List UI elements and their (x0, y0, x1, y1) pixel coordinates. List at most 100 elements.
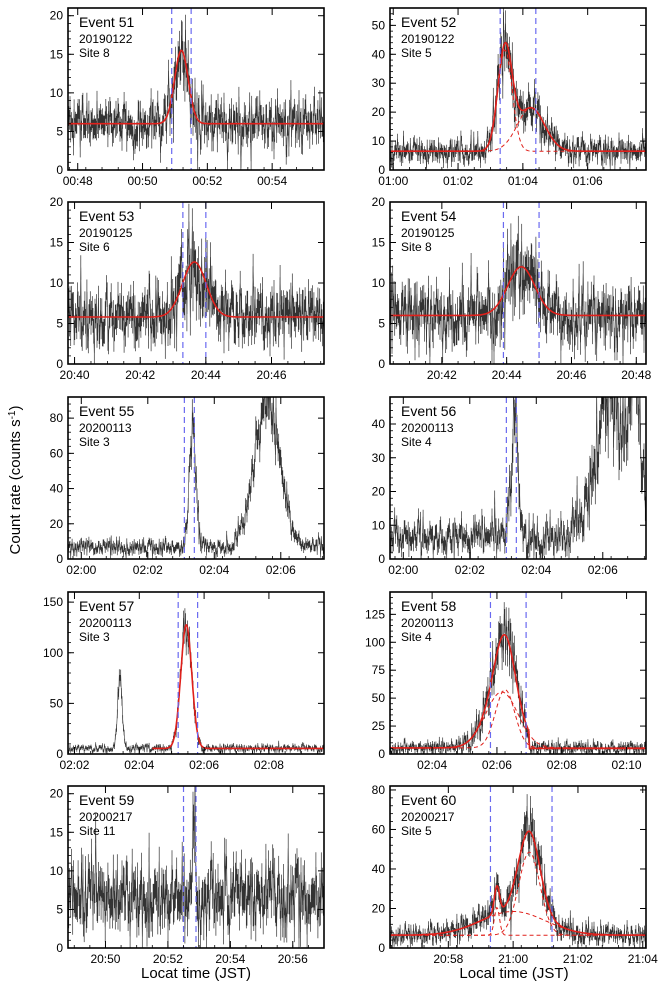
x-tick-label: 02:02 (59, 758, 89, 772)
x-tick-label: 20:58 (433, 952, 463, 966)
panel-event-60: 0 20 40 60 80 20:58 21:00 21:02 21:04 Event 60 202… (372, 783, 658, 966)
event-label: Event 56 (401, 403, 456, 419)
panel-event-52: 0 10 20 30 40 50 01:00 01:02 01:04 01:06 Event 52 2… (372, 7, 647, 188)
x-axis-title-right: Local time (JST) (459, 965, 568, 982)
panel-event-53: 0 5 10 15 20 20:40 20:42 20:44 20:46 Event 53 2019… (50, 195, 325, 382)
event-site: Site 6 (79, 240, 110, 254)
y-tick-label: 20 (50, 195, 64, 209)
y-tick-label: 0 (56, 941, 63, 955)
x-tick-label: 20:42 (427, 368, 457, 382)
panel-event-58: 0 25 50 75 100 125 02:04 02:06 02:08 02:10 Event 5… (365, 591, 647, 772)
y-tick-label: 10 (50, 276, 64, 290)
x-tick-label: 00:52 (192, 174, 222, 188)
panel-event-51: 0 5 10 15 20 00:48 00:50 00:52 00:54 Event 51 2019… (50, 7, 325, 188)
x-tick-label: 20:52 (153, 952, 183, 966)
y-tick-label: 30 (372, 451, 386, 465)
data-series (68, 397, 324, 558)
event-date: 20190125 (79, 226, 133, 240)
event-site: Site 4 (401, 435, 432, 449)
event-label: Event 58 (401, 598, 456, 614)
y-tick-label: 0 (56, 552, 63, 566)
x-tick-label: 02:06 (266, 563, 296, 577)
y-tick-label: 20 (50, 9, 64, 23)
x-tick-label: 02:06 (482, 758, 512, 772)
x-axis-title-left: Locat time (JST) (141, 965, 251, 982)
event-label: Event 51 (79, 14, 134, 30)
x-tick-label: 20:46 (556, 368, 586, 382)
y-tick-label: 0 (378, 552, 385, 566)
x-tick-label: 02:04 (124, 758, 154, 772)
panels: 0 5 10 15 20 00:48 00:50 00:52 00:54 Event 51 2019… (43, 7, 658, 966)
event-date: 20200113 (401, 421, 454, 435)
x-tick-label: 02:02 (133, 563, 163, 577)
x-tick-label: 01:04 (508, 174, 538, 188)
x-tick-label: 20:54 (215, 952, 245, 966)
event-date: 20190122 (401, 32, 455, 46)
event-site: Site 8 (401, 240, 432, 254)
y-tick-label: 40 (372, 862, 386, 876)
x-tick-label: 20:50 (90, 952, 120, 966)
x-tick-label: 01:02 (443, 174, 473, 188)
y-tick-label: 60 (50, 446, 64, 460)
plot-frame (67, 7, 325, 171)
event-date: 20200217 (79, 810, 133, 824)
event-label: Event 55 (79, 403, 134, 419)
event-date: 20190125 (401, 226, 455, 240)
data-errorbars (68, 397, 324, 559)
fit-curve (152, 623, 324, 750)
fit-curve (390, 266, 646, 317)
x-tick-label: 02:04 (521, 563, 551, 577)
y-tick-label: 10 (50, 864, 64, 878)
y-tick-label: 0 (56, 357, 63, 371)
event-site: Site 5 (401, 824, 432, 838)
y-tick-label: 150 (43, 595, 63, 609)
y-tick-label: 10 (372, 134, 386, 148)
y-tick-label: 0 (378, 163, 385, 177)
x-tick-label: 01:06 (573, 174, 603, 188)
x-tick-label: 02:00 (66, 563, 96, 577)
y-tick-label: 15 (372, 236, 386, 250)
event-date: 20190122 (79, 32, 133, 46)
panel-event-57: 0 50 100 150 02:02 02:04 02:06 02:08 Event 57 202… (43, 591, 325, 772)
y-tick-label: 0 (378, 357, 385, 371)
y-tick-label: 0 (56, 163, 63, 177)
y-tick-label: 20 (372, 195, 386, 209)
data-series (68, 221, 324, 354)
y-tick-label: 5 (56, 902, 63, 916)
x-tick-label: 21:00 (498, 952, 528, 966)
x-tick-label: 20:44 (191, 368, 221, 382)
y-tick-label: 75 (372, 663, 386, 677)
y-tick-label: 80 (50, 411, 64, 425)
panel-event-54: 0 5 10 15 20 20:42 20:44 20:46 20:48 Event 54 2019… (372, 195, 652, 382)
y-tick-label: 10 (50, 86, 64, 100)
panel-event-56: 0 10 20 30 40 02:00 02:02 02:04 02:06 Event 56 202… (372, 396, 647, 577)
y-tick-label: 0 (378, 747, 385, 761)
y-tick-label: 40 (372, 47, 386, 61)
x-tick-label: 00:54 (257, 174, 287, 188)
x-tick-label: 20:56 (278, 952, 308, 966)
event-date: 20200113 (79, 616, 132, 630)
x-tick-label: 20:42 (125, 368, 155, 382)
plot-frame (67, 785, 325, 949)
x-tick-label: 20:40 (60, 368, 90, 382)
y-tick-label: 20 (372, 105, 386, 119)
event-label: Event 57 (79, 598, 134, 614)
x-tick-label: 02:08 (254, 758, 284, 772)
x-tick-label: 00:50 (128, 174, 158, 188)
x-tick-label: 20:48 (621, 368, 651, 382)
event-site: Site 11 (79, 824, 116, 838)
x-tick-label: 02:04 (417, 758, 447, 772)
y-axis-title-sup: -1 (7, 410, 18, 419)
x-tick-label: 20:46 (256, 368, 286, 382)
x-tick-label: 02:02 (455, 563, 485, 577)
fit-curve (390, 634, 646, 750)
y-tick-label: 40 (50, 482, 64, 496)
y-tick-label: 20 (50, 787, 64, 801)
y-tick-label: 20 (372, 901, 386, 915)
y-tick-label: 20 (372, 485, 386, 499)
data-series (68, 29, 324, 169)
y-tick-label: 5 (56, 124, 63, 138)
y-tick-label: 50 (372, 691, 386, 705)
event-label: Event 59 (79, 792, 134, 808)
event-site: Site 4 (401, 630, 432, 644)
